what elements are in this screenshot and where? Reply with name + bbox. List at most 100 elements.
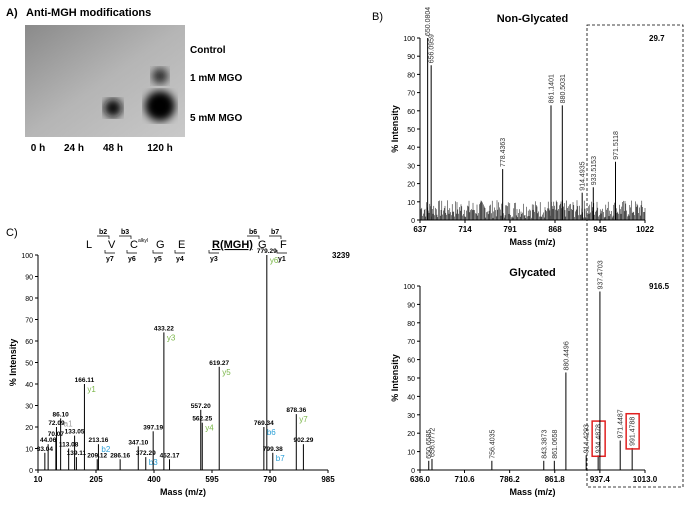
y-tick-label: 60 — [25, 339, 33, 346]
peak-label: 433.22 — [154, 325, 174, 332]
x-tick-label: 710.6 — [455, 475, 476, 484]
y-tick-label: 0 — [29, 468, 33, 475]
x-tick-label: 10 — [34, 475, 43, 484]
x-tick-label: 786.2 — [500, 475, 521, 484]
x-axis-label: Mass (m/z) — [509, 487, 555, 497]
b-ion: b2 — [99, 229, 107, 236]
ion-label: y7 — [299, 415, 308, 424]
ion-label: y4 — [205, 424, 214, 433]
y-ion: y1 — [278, 256, 286, 263]
x-axis-label: Mass (m/z) — [160, 487, 206, 497]
y-tick-label: 40 — [25, 382, 33, 389]
y-ion: y5 — [154, 256, 162, 263]
peak-label: 769.34 — [254, 420, 274, 427]
peak-label: 113.08 — [59, 442, 79, 449]
y-axis-label: % Intensity — [390, 354, 400, 402]
y-ion: y3 — [210, 256, 218, 263]
modifier: alkyl — [138, 238, 148, 244]
residue: L — [86, 239, 92, 251]
blot-spot — [104, 99, 122, 117]
y-tick-label: 30 — [407, 413, 415, 420]
row-label: Control — [190, 45, 226, 56]
peak-label: 991.4788 — [630, 417, 637, 446]
intensity-max: 3239 — [332, 251, 350, 260]
y-tick-label: 80 — [25, 296, 33, 303]
peak-label: 880.4496 — [563, 341, 570, 370]
y-tick-label: 70 — [25, 318, 33, 325]
peak-label: 72.09 — [48, 420, 65, 427]
y-tick-label: 100 — [403, 284, 415, 291]
y-tick-label: 50 — [25, 361, 33, 368]
y-bracket — [174, 250, 185, 254]
row-label: 1 mM MGO — [190, 73, 242, 84]
column-label: 48 h — [103, 143, 123, 154]
y-tick-label: 20 — [25, 425, 33, 432]
y-tick-label: 50 — [407, 376, 415, 383]
panel-label: C) — [6, 227, 18, 239]
ion-label: y1 — [87, 385, 96, 394]
peak-label: 914.4935 — [580, 161, 587, 190]
b-ion: b3 — [121, 229, 129, 236]
residue: R(MGH) — [212, 239, 253, 251]
peak-label: 756.4035 — [489, 429, 496, 458]
residue: G — [156, 239, 165, 251]
x-tick-label: 1022 — [636, 225, 654, 234]
x-tick-label: 714 — [458, 225, 472, 234]
peak-label: 933.5153 — [591, 156, 598, 185]
ion-label: y3 — [167, 333, 176, 342]
peak-label: 779.29 — [257, 248, 277, 255]
peak-label: 86.10 — [52, 411, 69, 418]
x-tick-label: 985 — [321, 475, 335, 484]
y-tick-label: 10 — [25, 447, 33, 454]
peak-label: 880.5031 — [560, 74, 567, 103]
peak-label: 934.4878 — [596, 424, 603, 453]
panel-label: B) — [372, 11, 383, 23]
y-ion: y4 — [176, 256, 184, 263]
x-tick-label: 205 — [89, 475, 103, 484]
ion-label: y5 — [222, 368, 231, 377]
y-tick-label: 40 — [407, 394, 415, 401]
ion-label: b6 — [267, 428, 276, 437]
highlight-box — [625, 412, 640, 450]
y-tick-label: 100 — [21, 253, 33, 260]
residue: F — [280, 239, 287, 251]
peak-label: 372.29 — [136, 450, 156, 457]
chart-title: Glycated — [509, 267, 555, 279]
residue: C — [130, 239, 138, 251]
y-bracket — [276, 250, 287, 254]
b-ion: b6 — [249, 229, 257, 236]
y-tick-label: 100 — [403, 36, 415, 43]
column-label: 0 h — [31, 143, 45, 154]
peak-label: 656.0772 — [429, 428, 436, 457]
peak-label: 861.0658 — [552, 429, 559, 458]
residue: G — [258, 239, 267, 251]
peak-label: 843.3873 — [541, 429, 548, 458]
y-tick-label: 60 — [407, 109, 415, 116]
x-axis-label: Mass (m/z) — [509, 237, 555, 247]
y-tick-label: 70 — [407, 91, 415, 98]
chart-title: Non-Glycated — [497, 13, 569, 25]
peak-label: 656.0959 — [429, 34, 436, 63]
peak-label: 209.12 — [87, 452, 107, 459]
y-tick-label: 50 — [407, 127, 415, 134]
peak-label: 878.36 — [286, 407, 306, 414]
x-tick-label: 1013.0 — [633, 475, 658, 484]
baseline-noise — [420, 200, 646, 220]
intensity-max: 29.7 — [649, 34, 665, 43]
peak-label: 799.38 — [263, 446, 283, 453]
row-label: 5 mM MGO — [190, 113, 242, 124]
peak-label: 133.05 — [65, 429, 85, 436]
column-label: 120 h — [147, 143, 173, 154]
peak-label: 166.11 — [75, 377, 95, 384]
ion-label: b2 — [101, 445, 110, 454]
b-ion: b7 — [271, 229, 279, 236]
panel-title: Anti-MGH modifications — [26, 7, 151, 19]
y-tick-label: 20 — [407, 431, 415, 438]
highlight-box — [591, 420, 606, 458]
y-tick-label: 90 — [407, 54, 415, 61]
peak-label: 44.06 — [40, 437, 57, 444]
x-tick-label: 945 — [593, 225, 607, 234]
y-tick-label: 80 — [407, 321, 415, 328]
peak-label: 397.19 — [143, 424, 163, 431]
b-bracket — [247, 235, 260, 239]
